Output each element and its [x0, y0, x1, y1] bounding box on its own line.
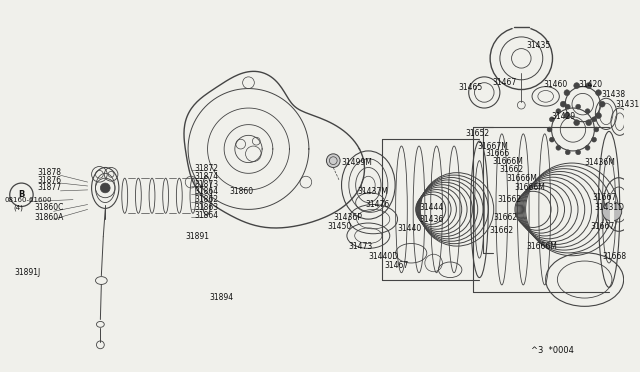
Text: 31436P: 31436P [333, 213, 362, 222]
Text: 31894: 31894 [209, 293, 234, 302]
Text: 31465: 31465 [458, 83, 482, 92]
Circle shape [602, 202, 621, 221]
Text: 31436M: 31436M [585, 158, 616, 167]
Text: 31876: 31876 [37, 176, 61, 185]
Circle shape [550, 117, 554, 122]
Text: 31667: 31667 [593, 193, 617, 202]
Circle shape [576, 150, 580, 155]
Circle shape [556, 109, 561, 113]
Text: 31860: 31860 [229, 187, 253, 196]
Circle shape [585, 109, 590, 113]
Text: 31444: 31444 [419, 203, 444, 212]
Text: ^3  *0004: ^3 *0004 [531, 346, 574, 355]
Text: 31440: 31440 [397, 224, 422, 233]
Circle shape [599, 101, 605, 107]
Text: 31862: 31862 [195, 195, 219, 204]
Text: 31872: 31872 [195, 164, 219, 173]
Text: 31666M: 31666M [492, 157, 523, 166]
Circle shape [596, 113, 602, 119]
Text: 31440D: 31440D [369, 252, 399, 261]
Circle shape [574, 83, 580, 89]
Text: (4): (4) [13, 204, 24, 211]
Circle shape [576, 104, 580, 109]
Text: 31437M: 31437M [358, 187, 388, 196]
Text: 31666M: 31666M [515, 183, 545, 192]
Text: 31891J: 31891J [15, 268, 41, 277]
Circle shape [594, 127, 599, 132]
Text: 31878: 31878 [37, 168, 61, 177]
Text: 31863: 31863 [195, 203, 219, 212]
Text: 31873: 31873 [195, 180, 219, 189]
Text: 31666M: 31666M [507, 174, 538, 183]
Text: 31668: 31668 [602, 252, 627, 261]
Text: 31476: 31476 [365, 200, 390, 209]
Circle shape [591, 117, 596, 122]
Text: 31467: 31467 [385, 262, 409, 270]
Circle shape [564, 113, 570, 119]
Text: 31877: 31877 [37, 183, 61, 192]
Text: 31460: 31460 [544, 80, 568, 89]
Text: 31891: 31891 [185, 232, 209, 241]
Text: 31662: 31662 [497, 195, 521, 204]
Circle shape [586, 83, 591, 89]
Text: 31874: 31874 [195, 172, 219, 181]
Circle shape [596, 90, 602, 96]
Text: 31435: 31435 [526, 41, 550, 50]
Text: 31450: 31450 [328, 222, 351, 231]
Circle shape [100, 183, 110, 193]
Text: 31860A: 31860A [34, 213, 63, 222]
Text: 31420: 31420 [579, 80, 603, 89]
Circle shape [560, 101, 566, 107]
Circle shape [556, 145, 561, 150]
Circle shape [547, 127, 552, 132]
Text: B: B [19, 190, 24, 199]
Text: 31431D: 31431D [595, 203, 625, 212]
Circle shape [591, 137, 596, 142]
Text: 31666: 31666 [485, 149, 509, 158]
Text: 31662: 31662 [489, 226, 513, 235]
Circle shape [574, 120, 580, 126]
Circle shape [565, 104, 570, 109]
Text: 31438: 31438 [601, 90, 625, 99]
Text: 31667M: 31667M [477, 142, 508, 151]
Text: 31473: 31473 [349, 242, 373, 251]
Circle shape [565, 150, 570, 155]
Text: 31652: 31652 [466, 129, 490, 138]
Text: 31864: 31864 [195, 211, 219, 220]
Circle shape [585, 145, 590, 150]
Text: 31429: 31429 [552, 112, 575, 121]
Circle shape [564, 90, 570, 96]
Text: 31662: 31662 [499, 165, 523, 174]
Text: 31667: 31667 [591, 222, 615, 231]
Text: 31860C: 31860C [34, 203, 63, 212]
Text: 31864: 31864 [195, 187, 219, 196]
Text: 31431: 31431 [616, 100, 640, 109]
Text: 08160-61600: 08160-61600 [5, 197, 52, 203]
Text: 31662: 31662 [493, 213, 517, 222]
Circle shape [586, 120, 591, 126]
Circle shape [550, 137, 554, 142]
Text: 31499M: 31499M [341, 158, 372, 167]
Text: 31467: 31467 [492, 78, 516, 87]
Text: 31436: 31436 [419, 215, 444, 224]
Circle shape [326, 154, 340, 167]
Text: 31666M: 31666M [526, 242, 557, 251]
